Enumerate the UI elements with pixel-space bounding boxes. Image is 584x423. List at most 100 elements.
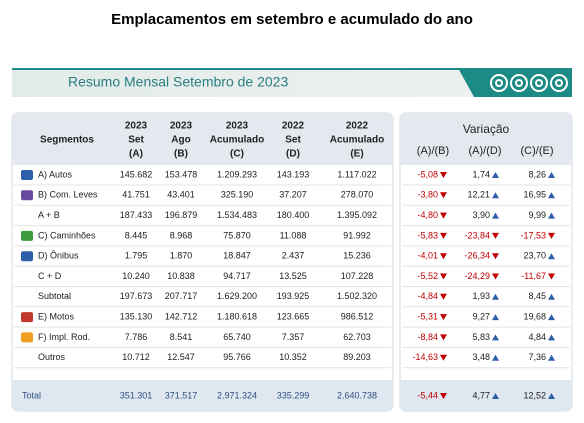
variation-value: 1,74 [472,169,490,179]
column-header: 2022 [346,121,369,132]
total-value: 351.301 [120,390,153,400]
cell-value: 10.240 [122,271,150,281]
cell-value: 193.925 [277,291,310,301]
arrow-up [548,172,555,178]
cell-value: 1.502.320 [337,291,377,301]
arrow-up [548,334,555,341]
cell-value: 135.130 [120,311,153,321]
arrow-down [548,232,555,239]
page-title: Emplacamentos em setembro e acumulado do… [111,11,473,28]
arrow-down [440,212,447,219]
column-header: Acumulado [330,135,384,146]
cell-value: 7.786 [125,332,148,342]
cell-value: 278.070 [341,190,374,200]
variation-value: 1,93 [472,291,490,301]
cell-value: 12.547 [167,352,195,362]
arrow-down [440,253,447,260]
cell-value: 107.228 [341,271,374,281]
variation-value: -4,84 [417,291,438,301]
arrow-up [492,212,499,219]
variation-value: -14,63 [412,352,438,362]
segment-icon [21,332,33,343]
arrow-down [440,334,447,341]
arrow-down [440,293,447,300]
variation-column-header: (C)/(E) [521,145,554,157]
arrow-up [492,172,499,178]
segment-label: D) Ônibus [38,251,79,261]
variation-header-bg [400,113,572,165]
cell-value: 89.203 [343,352,371,362]
cell-value: 1.795 [125,251,148,261]
arrow-up [492,393,499,399]
variation-value: -24,29 [464,271,490,281]
arrow-down [440,314,447,321]
cell-value: 13.525 [279,271,307,281]
variation-value: 12,21 [467,190,490,200]
cell-value: 197.673 [120,291,153,301]
arrow-up [548,253,555,260]
segment-icon [21,312,33,323]
cell-value: 180.400 [277,210,310,220]
cell-value: 1.870 [170,251,193,261]
variation-value: -17,53 [520,230,546,240]
column-header: 2023 [226,121,249,132]
arrow-down [492,273,499,280]
arrow-down [492,232,499,239]
variation-total-bg [400,380,572,411]
column-header: (E) [350,149,363,160]
variation-value: 7,36 [528,352,546,362]
arrow-up [548,192,555,199]
segment-label: C) Caminhões [38,230,96,240]
cell-value: 8.968 [170,230,193,240]
total-value: 371.517 [165,390,198,400]
main-header-bg [12,113,393,165]
arrow-up [492,314,499,321]
column-header: 2023 [170,121,193,132]
variation-value: 23,70 [523,251,546,261]
cell-value: 10.712 [122,352,150,362]
cell-value: 10.838 [167,271,195,281]
cell-value: 187.433 [120,210,153,220]
cell-value: 123.665 [277,311,310,321]
variation-header: Variação [463,122,510,136]
cell-value: 142.712 [165,311,198,321]
total-value: 335.299 [277,390,310,400]
segment-label: B) Com. Leves [38,190,98,200]
cell-value: 62.703 [343,332,371,342]
cell-value: 325.190 [221,190,254,200]
arrow-up [492,192,499,199]
arrow-up [548,393,555,399]
variation-value: 19,68 [523,311,546,321]
column-header: Ago [171,135,190,146]
variation-value: -8,84 [417,332,438,342]
column-header: (C) [230,149,244,160]
segment-label: A) Autos [38,169,73,179]
segment-header: Segmentos [40,135,94,146]
cell-value: 91.992 [343,230,371,240]
total-value: 2.971.324 [217,390,257,400]
column-header: Acumulado [210,135,264,146]
arrow-down [440,232,447,239]
cell-value: 1.180.618 [217,311,257,321]
variation-value: -11,67 [521,271,546,281]
cell-value: 94.717 [223,271,251,281]
cell-value: 7.357 [282,332,305,342]
segment-icon [21,251,33,262]
arrow-up [548,354,555,361]
arrow-down [492,253,499,260]
segment-label: E) Motos [38,311,75,321]
cell-value: 11.088 [280,230,307,240]
cell-value: 1.395.092 [337,210,377,220]
segment-icon [21,170,33,180]
cell-value: 207.717 [165,291,198,301]
column-header: Set [128,135,144,146]
cell-value: 1.629.200 [217,291,257,301]
arrow-up [492,354,499,361]
segment-label: C + D [38,271,62,281]
segment-label: Subtotal [38,291,71,301]
variation-value: -4,80 [417,210,438,220]
variation-value: 3,90 [472,210,490,220]
column-header: (A) [129,149,143,160]
variation-value: 4,84 [528,332,546,342]
